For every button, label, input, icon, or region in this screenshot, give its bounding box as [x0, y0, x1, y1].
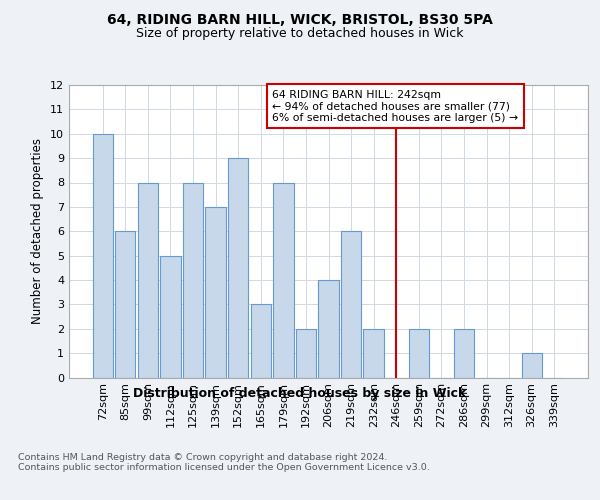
Text: Contains HM Land Registry data © Crown copyright and database right 2024.
Contai: Contains HM Land Registry data © Crown c… [18, 452, 430, 472]
Bar [160, 256, 181, 378]
Bar [454, 329, 474, 378]
Bar [115, 231, 136, 378]
Bar [138, 182, 158, 378]
Bar [205, 207, 226, 378]
Text: Size of property relative to detached houses in Wick: Size of property relative to detached ho… [136, 28, 464, 40]
Bar [364, 329, 384, 378]
Y-axis label: Number of detached properties: Number of detached properties [31, 138, 44, 324]
Bar [228, 158, 248, 378]
Bar [251, 304, 271, 378]
Bar [296, 329, 316, 378]
Bar [273, 182, 293, 378]
Bar [409, 329, 429, 378]
Bar [319, 280, 338, 378]
Bar [341, 231, 361, 378]
Bar [521, 353, 542, 378]
Text: 64 RIDING BARN HILL: 242sqm
← 94% of detached houses are smaller (77)
6% of semi: 64 RIDING BARN HILL: 242sqm ← 94% of det… [272, 90, 518, 123]
Bar [183, 182, 203, 378]
Text: 64, RIDING BARN HILL, WICK, BRISTOL, BS30 5PA: 64, RIDING BARN HILL, WICK, BRISTOL, BS3… [107, 12, 493, 26]
Text: Distribution of detached houses by size in Wick: Distribution of detached houses by size … [133, 388, 467, 400]
Bar [92, 134, 113, 378]
